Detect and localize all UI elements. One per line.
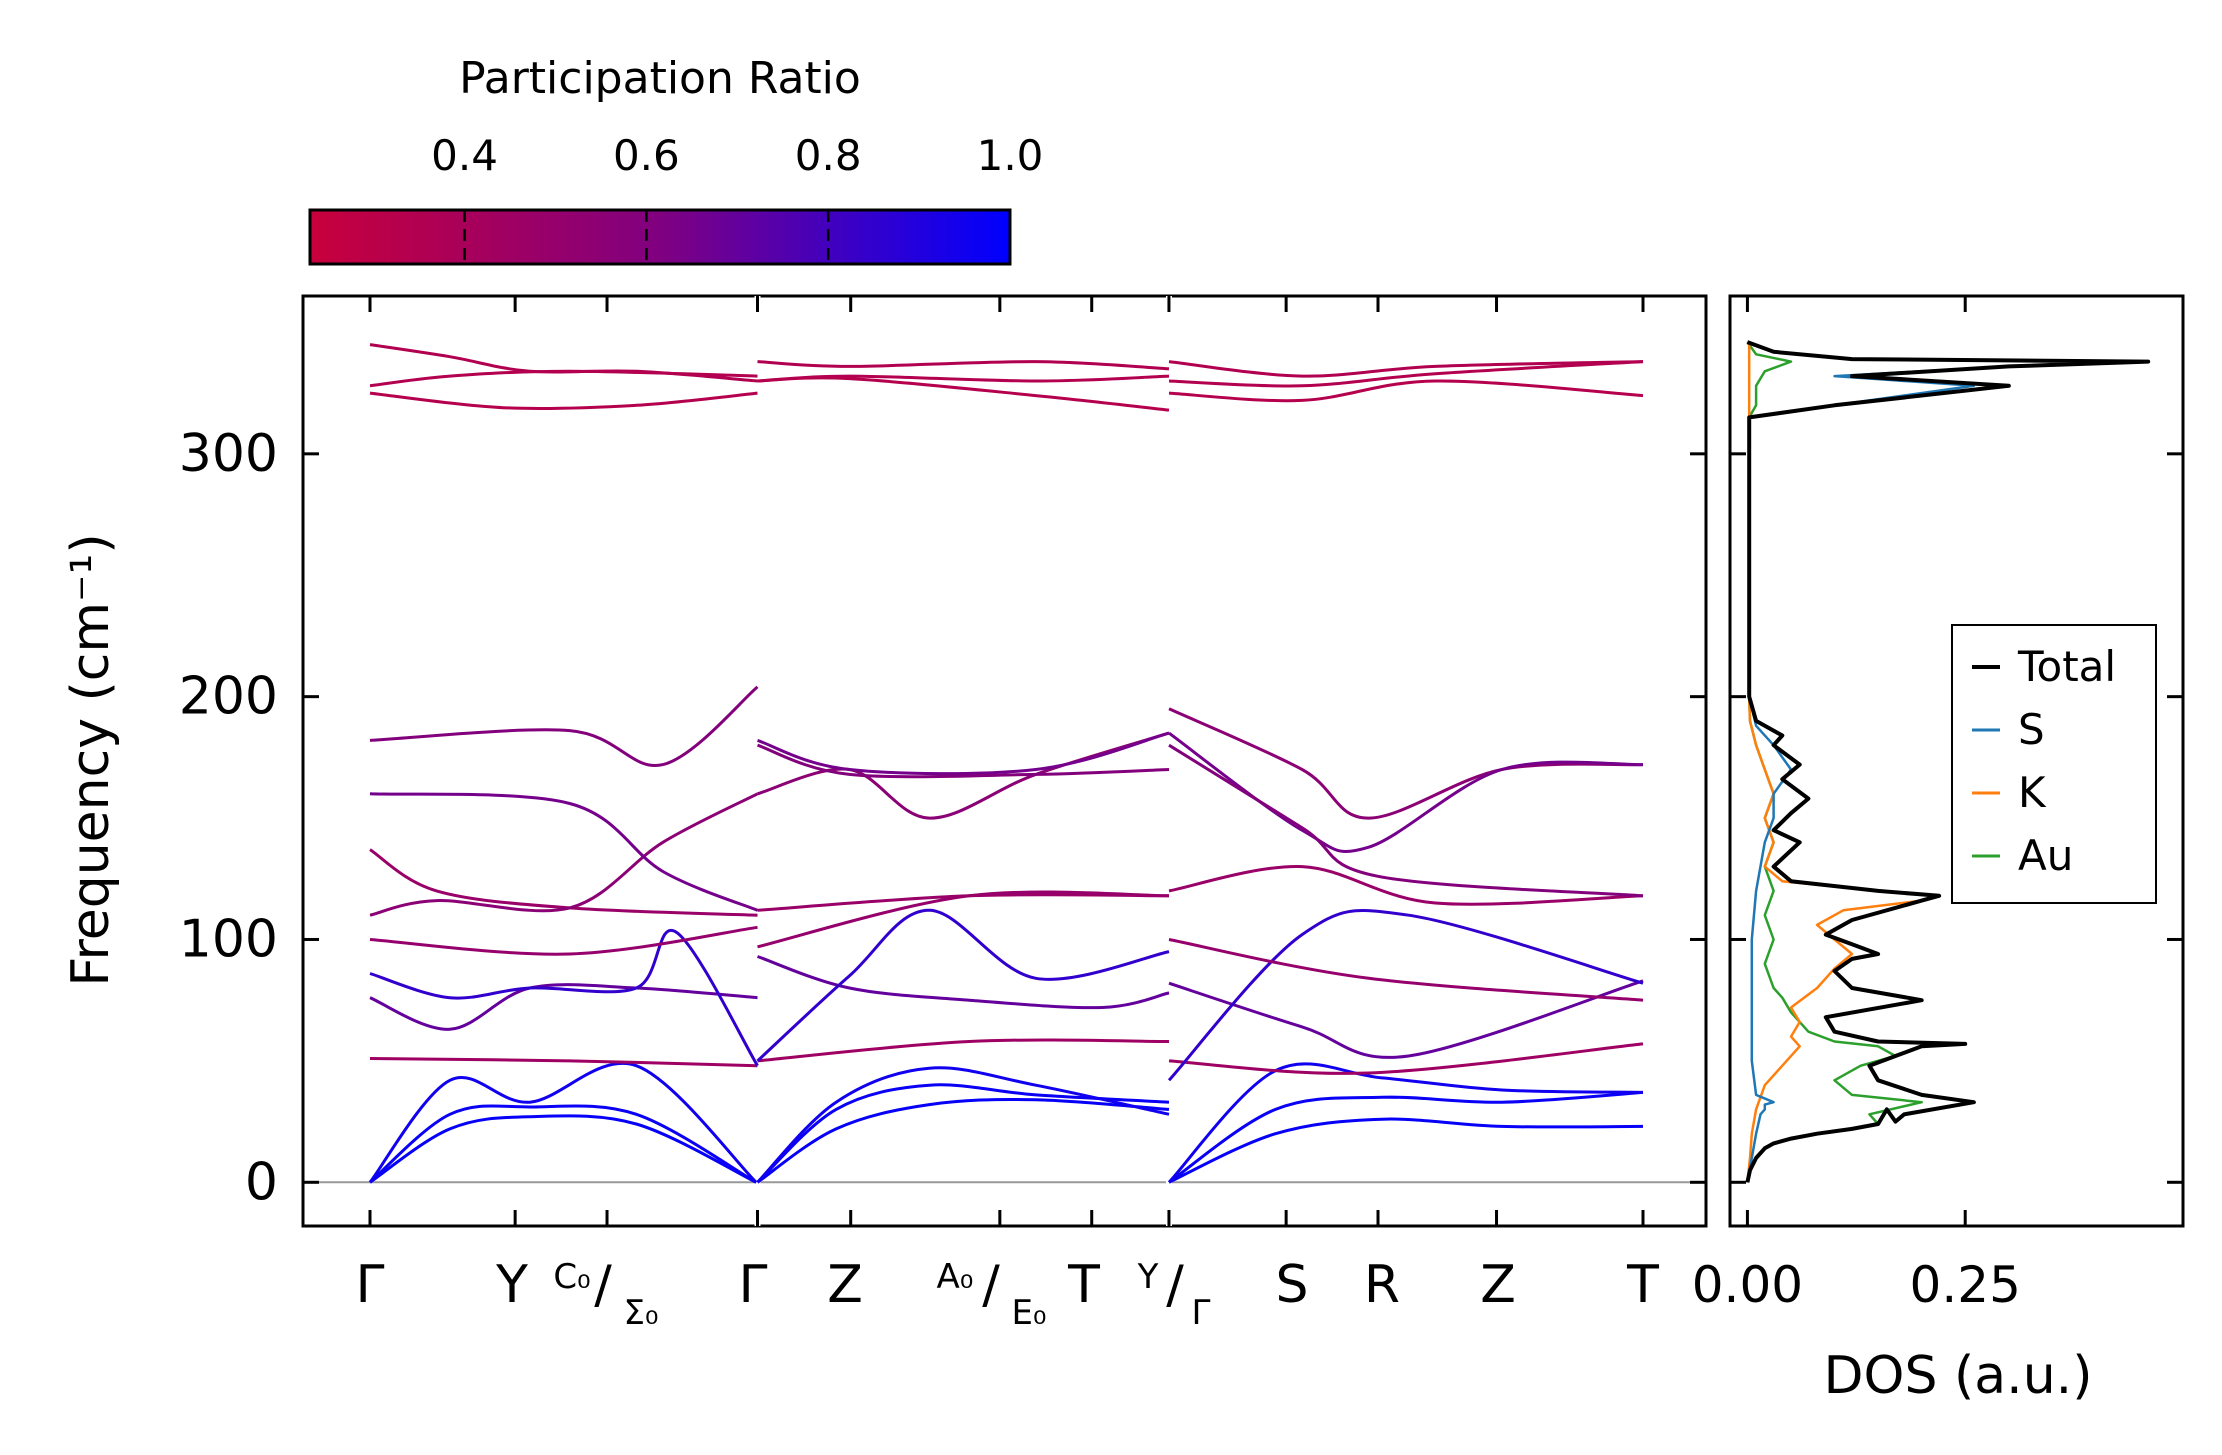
dos-x-tick-label: 0.00 bbox=[1692, 1256, 1803, 1314]
band-optical-high-3 bbox=[757, 376, 1170, 412]
colorbar-tick-label: 1.0 bbox=[977, 131, 1044, 180]
kpath-label-z: Z bbox=[827, 1255, 863, 1315]
dos-frame bbox=[1728, 294, 2185, 1228]
band-optical-low-3 bbox=[1167, 909, 1644, 1082]
band-optical-mid-1 bbox=[369, 925, 758, 956]
band-optical-high-2 bbox=[369, 369, 758, 388]
kpath-label-c0: C₀ bbox=[553, 1257, 590, 1297]
band-optical-mid-2 bbox=[757, 893, 1170, 912]
band-optical-high-1 bbox=[757, 360, 1170, 371]
band-acoustic-1 bbox=[756, 1097, 1170, 1184]
dos-lines bbox=[1745, 340, 2151, 1183]
y-axis-label: Frequency (cm⁻¹) bbox=[61, 533, 121, 986]
band-optical-low-2 bbox=[369, 983, 758, 1031]
band-acoustic-2 bbox=[369, 1104, 757, 1184]
band-optical-low-3 bbox=[756, 908, 1170, 1062]
kpath-label-y: Y bbox=[495, 1255, 528, 1315]
legend-label-au: Au bbox=[2018, 831, 2073, 880]
band-optical-low-1 bbox=[757, 1038, 1170, 1063]
band-optical-mid-5 bbox=[1168, 743, 1644, 898]
band-optical-mid-3 bbox=[369, 792, 759, 917]
kpath-labels: Γ Y C₀ / Σ₀ Γ Z A₀ / E₀ T Y / Γ S R Z T bbox=[356, 1255, 1660, 1333]
dos-line-k bbox=[1746, 342, 1941, 1183]
band-optical-low-2 bbox=[1168, 979, 1644, 1059]
band-optical-mid-5 bbox=[369, 685, 759, 768]
high-symmetry-lines bbox=[754, 296, 1172, 1226]
colorbar-title: Participation Ratio bbox=[459, 53, 861, 104]
band-acoustic-2 bbox=[1168, 1090, 1644, 1184]
colorbar: Participation Ratio 0.4 0.6 0.8 1.0 bbox=[308, 53, 1043, 266]
colorbar-tick-label: 0.6 bbox=[613, 131, 680, 180]
band-optical-low-3 bbox=[369, 928, 759, 1067]
band-optical-mid-2 bbox=[1168, 865, 1644, 906]
kpath-label-e0: E₀ bbox=[1011, 1293, 1046, 1333]
band-optical-mid-4 bbox=[369, 792, 759, 912]
legend-label-s: S bbox=[2018, 705, 2045, 754]
band-optical-mid-1 bbox=[757, 890, 1170, 949]
band-optical-mid-3 bbox=[1168, 707, 1644, 820]
band-acoustic-2 bbox=[756, 1083, 1170, 1184]
band-optical-mid-4 bbox=[1168, 731, 1644, 854]
kpath-label-gamma: Γ bbox=[739, 1255, 768, 1315]
kpath-label-slash: / bbox=[982, 1255, 1000, 1315]
kpath-label-gamma: Γ bbox=[356, 1255, 385, 1315]
dos-y-ticks bbox=[1730, 452, 2183, 1184]
band-optical-low-1 bbox=[1168, 1042, 1644, 1075]
colorbar-tick-label: 0.4 bbox=[431, 131, 498, 180]
band-structure-frame bbox=[301, 294, 1708, 1228]
kpath-label-gamma-sub: Γ bbox=[1192, 1293, 1211, 1333]
band-lines bbox=[368, 343, 1644, 1184]
band-optical-low-2 bbox=[757, 955, 1170, 1010]
legend-label-total: Total bbox=[2017, 642, 2116, 691]
band-x-ticks bbox=[368, 296, 1645, 1226]
band-optical-high-3 bbox=[369, 391, 758, 411]
y-tick-label: 0 bbox=[245, 1152, 278, 1212]
y-tick-label: 200 bbox=[179, 667, 278, 727]
band-acoustic-3 bbox=[1167, 1062, 1644, 1184]
dos-panel: 0.00 0.25 DOS (a.u.) Total S K Au bbox=[1692, 294, 2185, 1406]
kpath-label-a0: A₀ bbox=[937, 1257, 974, 1297]
band-acoustic-3 bbox=[368, 1062, 758, 1184]
colorbar-gradient bbox=[308, 208, 1012, 266]
band-optical-mid-1 bbox=[1168, 938, 1644, 1002]
kpath-label-slash: / bbox=[1166, 1255, 1184, 1315]
kpath-label-slash: / bbox=[594, 1255, 612, 1315]
band-optical-mid-2 bbox=[369, 848, 758, 917]
y-tick-label: 300 bbox=[179, 424, 278, 484]
dos-x-ticks: 0.00 0.25 bbox=[1692, 296, 2021, 1314]
band-optical-high-2 bbox=[1168, 360, 1644, 388]
kpath-label-z: Z bbox=[1480, 1255, 1516, 1315]
kpath-label-y-top: Y bbox=[1137, 1257, 1159, 1297]
band-optical-mid-4 bbox=[757, 731, 1170, 776]
band-optical-high-3 bbox=[1168, 379, 1644, 403]
band-structure-panel: 0 100 200 300 Frequency (cm⁻¹) Γ Y C₀ / Σ₀ … bbox=[61, 294, 1708, 1333]
legend-label-k: K bbox=[2018, 768, 2047, 817]
band-optical-low-1 bbox=[369, 1057, 758, 1068]
kpath-label-r: R bbox=[1364, 1255, 1400, 1315]
band-acoustic-3 bbox=[756, 1066, 1170, 1184]
kpath-label-t: T bbox=[1067, 1255, 1100, 1315]
colorbar-ticks: 0.4 0.6 0.8 1.0 bbox=[431, 131, 1043, 264]
band-acoustic-1 bbox=[1168, 1117, 1644, 1184]
kpath-label-sigma0: Σ₀ bbox=[623, 1293, 658, 1333]
band-y-ticks: 0 100 200 300 bbox=[179, 424, 1706, 1212]
kpath-label-t: T bbox=[1626, 1255, 1659, 1315]
dos-x-axis-label: DOS (a.u.) bbox=[1824, 1346, 2093, 1406]
band-acoustic-1 bbox=[369, 1114, 757, 1184]
dos-legend: Total S K Au bbox=[1951, 624, 2157, 904]
band-optical-mid-5 bbox=[757, 743, 1170, 779]
kpath-label-s: S bbox=[1275, 1255, 1308, 1315]
y-tick-label: 100 bbox=[179, 909, 278, 969]
colorbar-tick-label: 0.8 bbox=[795, 131, 862, 180]
dos-line-total bbox=[1745, 340, 2151, 1183]
band-optical-high-1 bbox=[1168, 360, 1644, 378]
dos-x-tick-label: 0.25 bbox=[1910, 1256, 2021, 1314]
